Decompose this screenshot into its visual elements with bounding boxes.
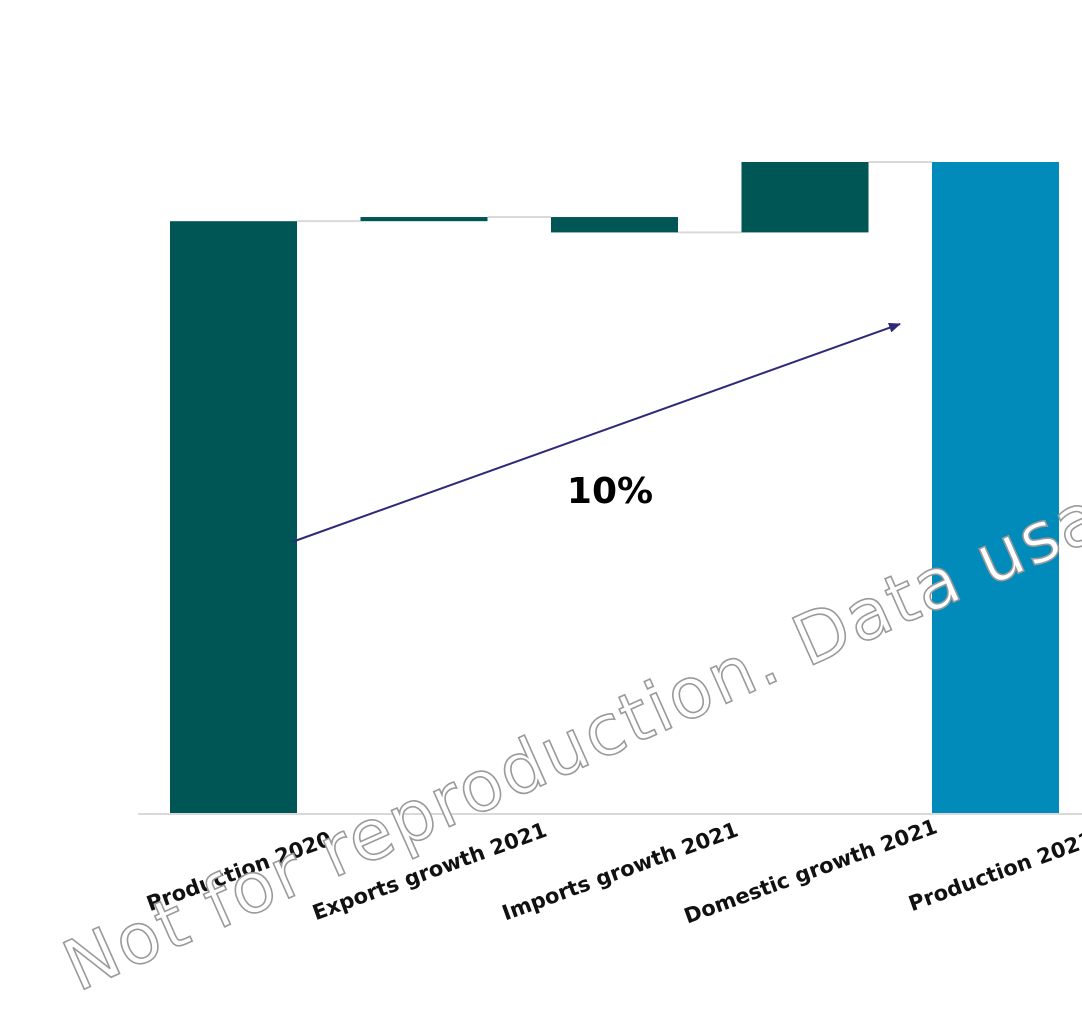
bar-exports-growth-2021 xyxy=(360,217,488,222)
bar-production-2021 xyxy=(932,162,1059,813)
bar-production-2020 xyxy=(170,221,297,813)
bar-group xyxy=(170,162,1059,813)
bar-domestic-growth-2021 xyxy=(741,162,869,233)
growth-label: 10% xyxy=(567,471,653,512)
bar-imports-growth-2021 xyxy=(551,217,678,233)
x-tick-label: Production 2021 xyxy=(905,827,1082,916)
connector-lines xyxy=(297,161,932,234)
growth-arrow xyxy=(291,323,901,543)
